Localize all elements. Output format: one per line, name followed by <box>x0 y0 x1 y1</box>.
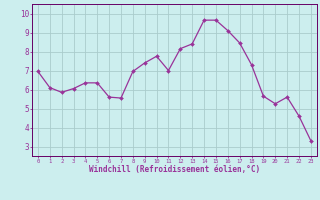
X-axis label: Windchill (Refroidissement éolien,°C): Windchill (Refroidissement éolien,°C) <box>89 165 260 174</box>
